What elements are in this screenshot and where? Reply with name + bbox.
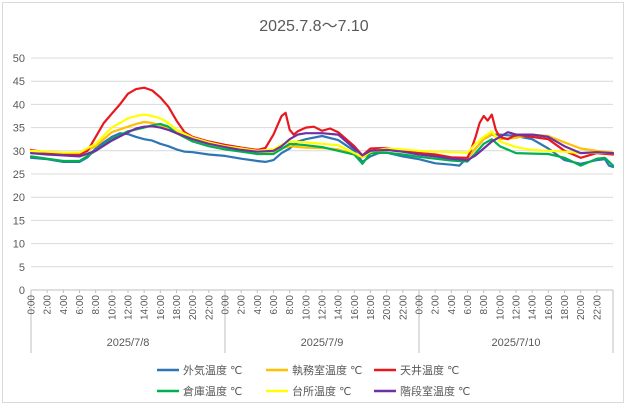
x-tick-label: 6:00	[463, 295, 474, 315]
legend-label: 台所温度 ℃	[292, 384, 351, 398]
series-layer	[29, 86, 615, 169]
x-tick-label: 22:00	[592, 295, 603, 320]
y-tick-label: 20	[13, 192, 25, 204]
series-line-5	[29, 125, 615, 162]
x-tick-label: 8:00	[91, 295, 102, 315]
x-tick-label: 0:00	[27, 295, 38, 315]
legend-label: 外気温度 ℃	[183, 363, 242, 377]
x-tick-label: 18:00	[560, 295, 571, 320]
line-chart: 2025.7.8～7.10 0 5 10 15 20 25 30 35 40 45 50 0:00 2:…	[13, 18, 615, 398]
x-tick-label: 16:00	[544, 295, 555, 320]
grid-layer	[31, 57, 613, 268]
y-tick-label: 35	[13, 123, 25, 135]
x-tick-label: 6:00	[269, 295, 280, 315]
legend-item: 台所温度 ℃	[266, 384, 351, 398]
y-tick-label: 45	[13, 76, 25, 88]
x-tick-label: 20:00	[382, 295, 393, 320]
legend: 外気温度 ℃ 執務室温度 ℃ 天井温度 ℃ 倉庫温度 ℃ 台所温度 ℃ 階段室温度 ℃	[157, 363, 470, 398]
date-label: 2025/7/8	[107, 337, 150, 349]
y-tick-label: 5	[19, 262, 25, 274]
y-tick-label: 25	[13, 169, 25, 181]
x-tick-label: 20:00	[188, 295, 199, 320]
x-tick-label: 18:00	[172, 295, 183, 320]
x-tick-label: 0:00	[415, 295, 426, 315]
x-tick-label: 22:00	[398, 295, 409, 320]
x-tick-label: 8:00	[285, 295, 296, 315]
x-tick-label: 4:00	[253, 295, 264, 315]
x-tick-label: 20:00	[576, 295, 587, 320]
y-tick-label: 30	[13, 146, 25, 158]
y-tick-label: 15	[13, 215, 25, 227]
x-tick-label: 16:00	[350, 295, 361, 320]
series-line-4	[29, 113, 615, 158]
date-label: 2025/7/10	[492, 337, 541, 349]
x-tick-label: 0:00	[221, 295, 232, 315]
x-tick-label: 14:00	[334, 295, 345, 320]
legend-item: 天井温度 ℃	[374, 363, 459, 377]
x-tick-label: 18:00	[366, 295, 377, 320]
y-tick-label: 0	[19, 285, 25, 297]
legend-item: 執務室温度 ℃	[266, 363, 362, 377]
x-tick-label: 4:00	[59, 295, 70, 315]
x-tick-label: 10:00	[107, 295, 118, 320]
x-tick-label: 10:00	[301, 295, 312, 320]
x-tick-label: 10:00	[495, 295, 506, 320]
x-tick-label: 4:00	[447, 295, 458, 315]
legend-label: 倉庫温度 ℃	[183, 384, 242, 398]
legend-item: 倉庫温度 ℃	[157, 384, 242, 398]
x-tick-label: 12:00	[318, 295, 329, 320]
y-tick-label: 40	[13, 99, 25, 111]
y-tick-label: 10	[13, 239, 25, 251]
date-label: 2025/7/9	[301, 337, 344, 349]
legend-label: 階段室温度 ℃	[400, 384, 470, 398]
x-tick-label: 2:00	[43, 295, 54, 315]
x-tick-label: 14:00	[140, 295, 151, 320]
x-tick-label: 2:00	[431, 295, 442, 315]
legend-label: 天井温度 ℃	[400, 363, 459, 377]
x-tick-label: 2:00	[237, 295, 248, 315]
x-tick-label: 6:00	[75, 295, 86, 315]
x-tick-label: 12:00	[124, 295, 135, 320]
legend-item: 階段室温度 ℃	[374, 384, 470, 398]
legend-item: 外気温度 ℃	[157, 363, 242, 377]
x-tick-label: 12:00	[512, 295, 523, 320]
y-tick-label: 50	[13, 53, 25, 65]
series-line-2	[29, 86, 615, 159]
x-tick-label: 22:00	[204, 295, 215, 320]
x-tick-label: 8:00	[479, 295, 490, 315]
legend-label: 執務室温度 ℃	[292, 363, 362, 377]
x-tick-label: 16:00	[156, 295, 167, 320]
x-tick-label: 14:00	[528, 295, 539, 320]
chart-frame: 2025.7.8～7.10 0 5 10 15 20 25 30 35 40 45 50 0:00 2:…	[2, 2, 624, 403]
axis-layer: 0 5 10 15 20 25 30 35 40 45 50 0:00 2:00 4:00 6:00 8:00…	[13, 53, 614, 353]
chart-title: 2025.7.8～7.10	[259, 18, 369, 35]
